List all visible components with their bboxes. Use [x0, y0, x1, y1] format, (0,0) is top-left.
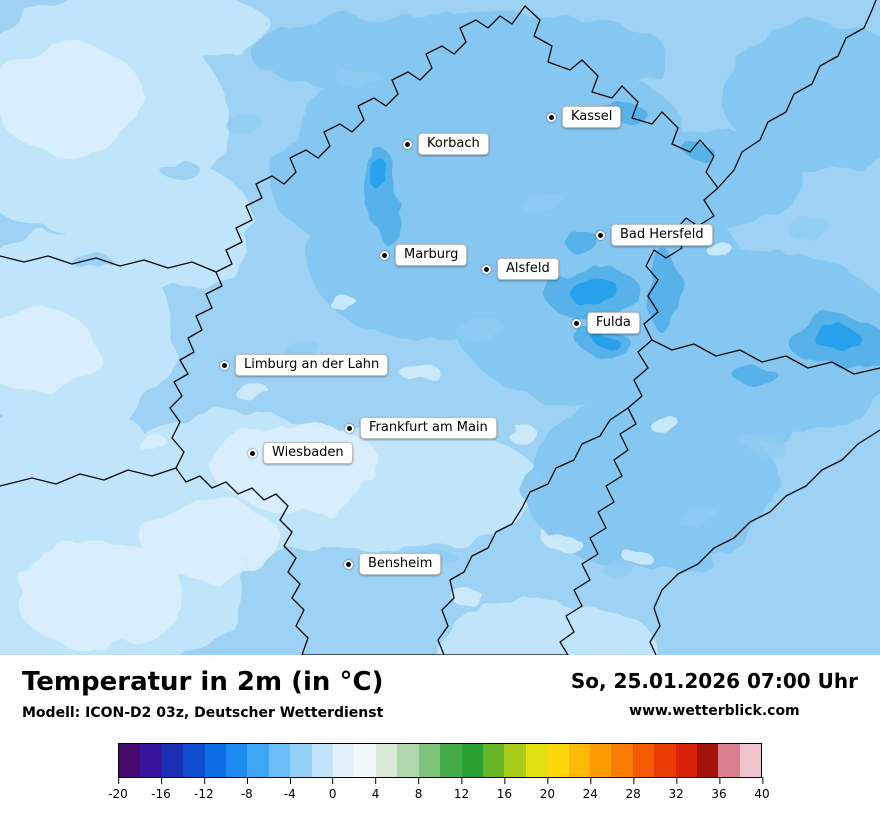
city-label: Frankfurt am Main	[360, 417, 497, 439]
colorbar-segment	[333, 744, 355, 777]
colorbar-segment	[440, 744, 462, 777]
colorbar-segment	[739, 744, 762, 777]
colorbar-segment	[140, 744, 162, 777]
colorbar-segment	[247, 744, 269, 777]
colorbar-tick-label: -16	[151, 777, 171, 801]
colorbar-segment	[568, 744, 590, 777]
city-label: Alsfeld	[497, 258, 559, 280]
colorbar-segment	[397, 744, 419, 777]
source-block: So, 25.01.2026 07:00 Uhr www.wetterblick…	[571, 669, 858, 719]
title-block: Temperatur in 2m (in °C) Modell: ICON-D2…	[22, 667, 383, 721]
colorbar-segment	[226, 744, 248, 777]
border-west-middle	[0, 255, 217, 273]
city-marker-wiesbaden: Wiesbaden	[248, 442, 353, 464]
colorbar-segment	[183, 744, 205, 777]
city-marker-bad-hersfeld: Bad Hersfeld	[596, 224, 713, 246]
colorbar-segment	[290, 744, 312, 777]
border-northeast-diagonal	[717, 0, 877, 189]
city-marker-alsfeld: Alsfeld	[482, 258, 559, 280]
info-header-row: Temperatur in 2m (in °C) Modell: ICON-D2…	[22, 667, 858, 721]
colorbar-tick-label: 16	[496, 777, 513, 801]
colorbar-segment	[461, 744, 483, 777]
colorbar-gradient	[118, 743, 762, 778]
colorbar-tick-label: 36	[711, 777, 727, 801]
colorbar-tick-label: 20	[539, 777, 555, 801]
colorbar-segment	[311, 744, 334, 777]
state-border-lines	[0, 0, 880, 655]
city-marker-kassel: Kassel	[547, 106, 622, 128]
border-east-horizontal	[651, 339, 880, 375]
city-dot-icon	[248, 448, 257, 458]
city-dot-icon	[380, 250, 389, 260]
colorbar-segment	[654, 744, 676, 777]
colorbar-tick-label: 32	[668, 777, 684, 801]
city-label: Bensheim	[359, 553, 442, 575]
colorbar-segment	[119, 744, 141, 777]
colorbar-segment	[675, 744, 697, 777]
city-marker-fulda: Fulda	[572, 312, 640, 334]
city-marker-marburg: Marburg	[380, 244, 468, 266]
colorbar-segment	[418, 744, 441, 777]
city-label: Bad Hersfeld	[611, 224, 713, 246]
city-label: Wiesbaden	[263, 442, 353, 464]
hesse-state-border	[169, 5, 719, 655]
colorbar-tick-label: 40	[754, 777, 770, 801]
map-title: Temperatur in 2m (in °C)	[22, 667, 384, 697]
colorbar-segment	[589, 744, 612, 777]
colorbar-segment	[611, 744, 633, 777]
city-dot-icon	[220, 360, 229, 370]
colorbar-segment	[547, 744, 569, 777]
colorbar-segment	[632, 744, 655, 777]
info-panel: Temperatur in 2m (in °C) Modell: ICON-D2…	[0, 655, 880, 830]
colorbar-labels: -20 -16 -12 -8 -4 0 4 8 12 16 20 24 28 32 36 40	[108, 777, 770, 804]
temperature-colorbar: -20 -16 -12 -8 -4 0 4 8 12 16 20 24 28 32 36 40	[108, 743, 770, 804]
border-bavaria-south	[437, 407, 629, 655]
colorbar-segment	[268, 744, 291, 777]
city-marker-frankfurt-am-main: Frankfurt am Main	[345, 417, 497, 439]
city-dot-icon	[596, 230, 605, 240]
city-label: Limburg an der Lahn	[235, 354, 389, 376]
colorbar-tick-label: 4	[371, 777, 380, 801]
colorbar-tick-label: -8	[240, 777, 253, 801]
colorbar-segment	[354, 744, 376, 777]
model-info: Modell: ICON-D2 03z, Deutscher Wetterdie…	[22, 705, 384, 721]
city-label: Fulda	[587, 312, 640, 334]
colorbar-segment	[718, 744, 740, 777]
colorbar-tick-label: -4	[283, 777, 296, 801]
city-dot-icon	[482, 264, 491, 274]
city-label: Kassel	[562, 106, 622, 128]
map-cities: Kassel Korbach Bad Hersfeld Marburg Alsfeld F…	[220, 106, 713, 575]
colorbar-tick-label: -20	[108, 777, 128, 801]
colorbar-segment	[375, 744, 398, 777]
border-west-rhine	[0, 467, 177, 487]
city-marker-limburg-an-der-lahn: Limburg an der Lahn	[220, 354, 389, 376]
city-dot-icon	[572, 318, 581, 328]
colorbar-segment	[696, 744, 719, 777]
city-label: Korbach	[418, 133, 489, 155]
valid-datetime: So, 25.01.2026 07:00 Uhr	[570, 669, 858, 693]
city-marker-bensheim: Bensheim	[344, 553, 442, 575]
colorbar-segment	[482, 744, 505, 777]
city-dot-icon	[547, 112, 556, 122]
weather-map: Kassel Korbach Bad Hersfeld Marburg Alsfeld F…	[0, 0, 880, 655]
city-label: Marburg	[395, 244, 468, 266]
website-url: www.wetterblick.com	[629, 703, 800, 719]
colorbar-tick-label: 8	[414, 777, 423, 801]
city-marker-korbach: Korbach	[403, 133, 489, 155]
colorbar-segment	[504, 744, 526, 777]
city-dot-icon	[403, 139, 412, 149]
colorbar-tick-label: 24	[582, 777, 598, 801]
colorbar-segment	[525, 744, 548, 777]
city-dot-icon	[345, 423, 354, 433]
colorbar-tick-label: 0	[328, 777, 337, 801]
colorbar-tick-label: -12	[194, 777, 214, 801]
colorbar-tick-label: 28	[625, 777, 641, 801]
border-southeast-diagonal	[649, 429, 880, 655]
colorbar-segment	[204, 744, 227, 777]
colorbar-tick-label: 12	[453, 777, 470, 801]
colorbar-segment	[161, 744, 184, 777]
city-dot-icon	[344, 559, 353, 569]
